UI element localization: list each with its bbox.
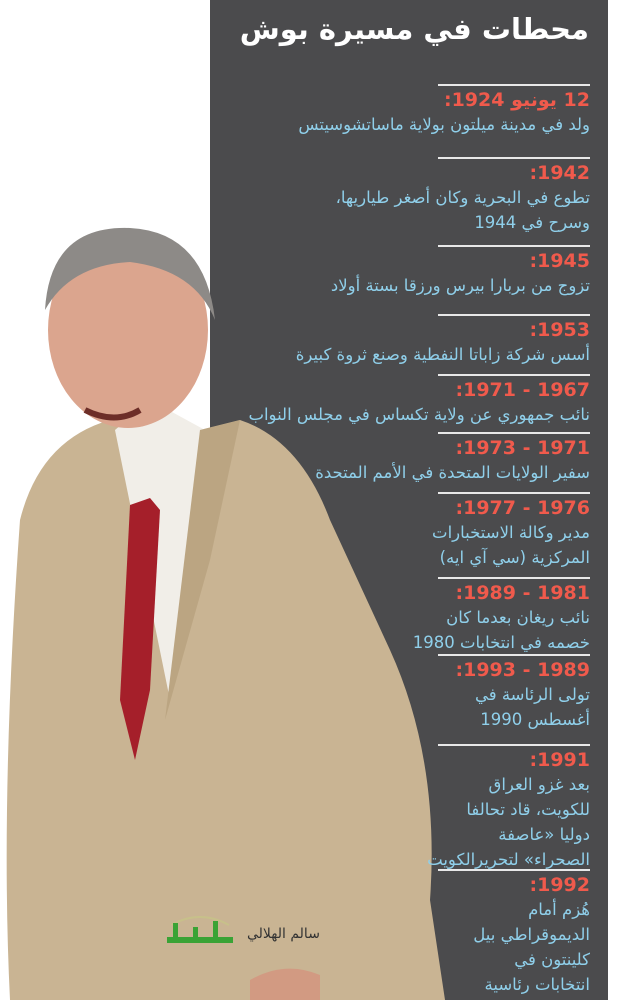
entry-text: أغسطس 1990 bbox=[480, 710, 590, 729]
entry-text: المركزية (سي آي ايه) bbox=[439, 548, 590, 567]
entry-text: للكويت، قاد تحالفا bbox=[466, 800, 590, 819]
entry-text: ولد في مدينة ميلتون بولاية ماساتشوسيتس bbox=[298, 115, 590, 134]
okaz-logo bbox=[163, 915, 238, 951]
timeline-entry: 12 يونيو 1924: ولد في مدينة ميلتون بولاية… bbox=[298, 84, 590, 137]
entry-text: تولى الرئاسة في bbox=[474, 685, 590, 704]
divider bbox=[438, 157, 590, 159]
entry-text: وسرح في 1944 bbox=[474, 213, 590, 232]
timeline-entry: 1981 - 1989: نائب ريغان بعدما كان خصمه في … bbox=[413, 577, 590, 655]
divider bbox=[438, 744, 590, 746]
divider bbox=[438, 869, 590, 871]
page-title: محطات في مسيرة بوش bbox=[239, 12, 589, 46]
lapel bbox=[165, 420, 240, 720]
timeline-entry: 1989 - 1993: تولى الرئاسة في أغسطس 1990 bbox=[438, 654, 590, 732]
divider bbox=[438, 374, 590, 376]
entry-text: الديموقراطي بيل bbox=[473, 925, 590, 944]
entry-date: 1953: bbox=[529, 319, 591, 341]
entry-text: سفير الولايات المتحدة في الأمم المتحدة bbox=[315, 463, 590, 482]
entry-date: 1991: bbox=[529, 749, 591, 771]
portrait-photo bbox=[6, 227, 446, 1000]
entry-text: كلينتون في bbox=[514, 950, 590, 969]
entry-text: مدير وكالة الاستخبارات bbox=[432, 523, 590, 542]
timeline-entry: 1976 - 1977: مدير وكالة الاستخبارات المركز… bbox=[432, 492, 590, 570]
divider bbox=[438, 84, 590, 86]
entry-text: هُزم أمام bbox=[528, 900, 590, 919]
entry-text: خصمه في انتخابات 1980 bbox=[412, 633, 590, 652]
entry-text: دوليا «عاصفة bbox=[498, 825, 590, 844]
entry-date: 1971 - 1973: bbox=[455, 437, 590, 459]
entry-text: انتخابات رئاسية bbox=[484, 975, 590, 994]
entry-date: 1942: bbox=[529, 162, 591, 184]
hand bbox=[250, 968, 320, 1000]
entry-date: 12 يونيو 1924: bbox=[443, 89, 590, 111]
entry-date: 1989 - 1993: bbox=[455, 659, 590, 681]
entry-date: 1992: bbox=[529, 874, 591, 896]
entry-text: نائب ريغان بعدما كان bbox=[446, 608, 590, 627]
divider bbox=[438, 314, 590, 316]
timeline-entry: 1971 - 1973: سفير الولايات المتحدة في الأ… bbox=[315, 432, 590, 485]
divider bbox=[438, 577, 590, 579]
shirt bbox=[115, 400, 205, 700]
mouth bbox=[83, 407, 142, 421]
tie bbox=[120, 498, 160, 760]
entry-date: 1976 - 1977: bbox=[455, 497, 590, 519]
photo-credit: سالم الهلالي bbox=[247, 926, 320, 942]
timeline-entry: 1991: بعد غزو العراق للكويت، قاد تحالفا دول… bbox=[427, 744, 590, 872]
entry-text: أسس شركة زاباتا النفطية وصنع ثروة كبيرة bbox=[295, 345, 590, 364]
entry-text: نائب جمهوري عن ولاية تكساس في مجلس النوا… bbox=[248, 405, 590, 424]
suit-jacket bbox=[6, 400, 446, 1000]
divider bbox=[438, 432, 590, 434]
divider bbox=[438, 492, 590, 494]
timeline-entry: 1953: أسس شركة زاباتا النفطية وصنع ثروة ك… bbox=[296, 314, 590, 367]
entry-text: تطوع في البحرية وكان أصغر طياريها، bbox=[335, 188, 590, 207]
timeline-entry: 1967 - 1971: نائب جمهوري عن ولاية تكساس ف… bbox=[248, 374, 590, 427]
timeline-entry: 1945: تزوج من بربارا بيرس ورزقا بستة أولا… bbox=[331, 245, 590, 298]
head bbox=[48, 232, 208, 428]
hair bbox=[45, 227, 215, 320]
entry-date: 1967 - 1971: bbox=[455, 379, 590, 401]
entry-text: تزوج من بربارا بيرس ورزقا بستة أولاد bbox=[330, 276, 590, 295]
divider bbox=[438, 654, 590, 656]
timeline-entry: 1942: تطوع في البحرية وكان أصغر طياريها، و… bbox=[336, 157, 590, 235]
entry-date: 1981 - 1989: bbox=[455, 582, 590, 604]
entry-text: الصحراء» لتحريرالكويت bbox=[427, 850, 590, 869]
entry-date: 1945: bbox=[529, 250, 591, 272]
entry-text: بعد غزو العراق bbox=[488, 775, 590, 794]
timeline-entry: 1992: هُزم أمام الديموقراطي بيل كلينتون في ا… bbox=[438, 869, 591, 997]
divider bbox=[438, 245, 590, 247]
